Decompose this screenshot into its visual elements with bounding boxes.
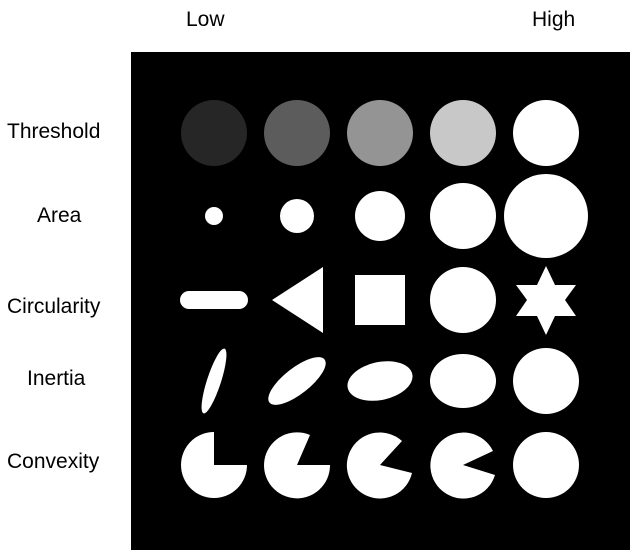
circularity-capsule	[180, 291, 248, 309]
circularity-triangle	[272, 267, 323, 333]
inertia-ellipse-3	[347, 361, 413, 401]
row-label-area: Area	[37, 204, 82, 227]
shape-grid	[180, 100, 588, 499]
column-label-high: High	[532, 8, 576, 31]
inertia-ellipse-2	[268, 357, 326, 405]
area-circle-3	[355, 191, 405, 241]
convexity-pacman-3	[346, 432, 412, 499]
inertia-ellipse-1	[201, 348, 227, 414]
threshold-circle-5	[513, 100, 579, 166]
circularity-square	[355, 275, 405, 325]
row-label-circularity: Circularity	[7, 295, 101, 318]
row-label-inertia: Inertia	[27, 367, 86, 390]
convexity-pacman-2	[264, 432, 331, 499]
area-circle-5	[504, 174, 588, 258]
row-label-convexity: Convexity	[7, 450, 100, 473]
threshold-circle-4	[430, 100, 496, 166]
area-circle-2	[280, 199, 314, 233]
threshold-circle-1	[181, 100, 247, 166]
area-circle-4	[430, 183, 496, 249]
inertia-ellipse-4	[430, 354, 496, 408]
shape-panel	[131, 52, 630, 550]
convexity-pacman-4	[430, 432, 495, 499]
threshold-circle-3	[347, 100, 413, 166]
column-label-low: Low	[186, 8, 225, 31]
row-label-threshold: Threshold	[7, 120, 101, 143]
convexity-circle-5	[513, 432, 579, 498]
inertia-circle-5	[513, 348, 579, 414]
area-circle-1	[205, 207, 223, 225]
threshold-circle-2	[264, 100, 330, 166]
circularity-star	[516, 266, 576, 335]
circularity-circle	[430, 267, 496, 333]
convexity-pacman-1	[181, 432, 247, 498]
